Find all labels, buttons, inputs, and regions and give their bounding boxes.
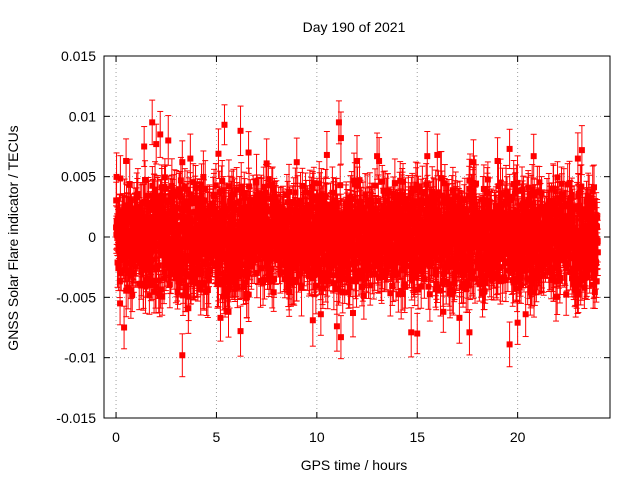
data-point	[179, 333, 186, 378]
x-tick-label: 15	[409, 429, 425, 445]
chart-title: Day 190 of 2021	[303, 19, 406, 35]
x-tick-label: 0	[112, 429, 120, 445]
x-tick-label: 20	[510, 429, 526, 445]
data-point	[237, 305, 244, 357]
data-point	[424, 130, 431, 182]
data-point	[293, 137, 300, 187]
data-point	[530, 133, 537, 179]
data-point	[494, 137, 501, 185]
data-point	[333, 300, 340, 352]
data-point	[237, 105, 244, 157]
data-point	[245, 131, 252, 174]
data-point	[434, 133, 441, 177]
data-point	[149, 99, 156, 146]
data-point	[153, 123, 160, 165]
data-point	[466, 309, 473, 356]
y-tick-label: 0.01	[69, 108, 96, 124]
data-point	[165, 115, 172, 166]
x-axis-label: GPS time / hours	[301, 457, 408, 473]
data-point	[323, 130, 330, 179]
data-series	[113, 99, 601, 378]
y-tick-label: -0.005	[56, 289, 96, 305]
data-point	[506, 128, 513, 170]
y-axis-label: GNSS Solar Flare indicator / TECUs	[5, 125, 21, 350]
data-point	[440, 290, 447, 333]
x-tick-label: 5	[213, 429, 221, 445]
data-point	[408, 307, 415, 358]
data-point	[221, 104, 228, 146]
y-tick-label: 0	[88, 229, 96, 245]
data-point	[514, 300, 521, 345]
y-tick-label: -0.01	[64, 350, 96, 366]
data-point	[506, 321, 513, 368]
y-tick-label: 0.015	[61, 48, 96, 64]
data-point	[309, 293, 316, 347]
data-point	[414, 312, 421, 355]
y-tick-label: -0.015	[56, 410, 96, 426]
y-tick-label: 0.005	[61, 169, 96, 185]
data-point	[157, 110, 164, 158]
data-point	[337, 315, 344, 360]
x-tick-label: 10	[309, 429, 325, 445]
